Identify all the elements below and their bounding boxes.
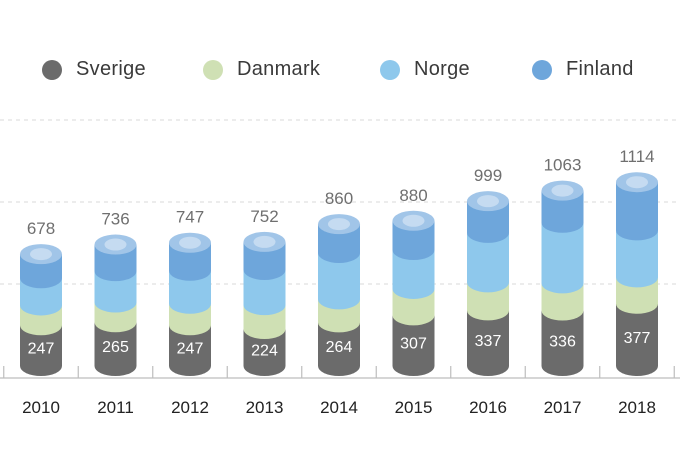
bar-segment-danmark-2017 [541, 283, 584, 321]
bar-segment-norge-2015 [392, 250, 435, 299]
legend-dot-danmark [203, 59, 223, 80]
bar-cap-highlight-2018 [626, 176, 648, 189]
bar-group-2013: 752 224 [243, 207, 286, 377]
bar-group-2010: 678 247 [20, 219, 62, 376]
x-tick-label-2011: 2011 [97, 398, 134, 417]
bar-cap-highlight-2012 [179, 236, 201, 249]
legend-item-sverige: Sverige [42, 58, 146, 81]
total-label-2013: 752 [250, 207, 278, 226]
total-label-2015: 880 [399, 186, 427, 205]
bar-segment-danmark-2018 [616, 277, 658, 314]
total-label-2014: 860 [325, 189, 353, 208]
bar-segment-norge-2012 [169, 270, 211, 314]
bar-group-2012: 747 247 [169, 208, 211, 376]
bar-segment-sverige-2018 [616, 303, 658, 376]
bar-segment-norge-2010 [20, 278, 62, 316]
bars: 678 247 736 265 747 247 752 224 860 264 880 307 999 3… [20, 147, 658, 377]
bar-segment-finland-2013 [243, 241, 286, 280]
bar-segment-norge-2018 [616, 230, 658, 288]
x-tick-label-2012: 2012 [171, 398, 209, 417]
value-label-sverige-2017: 336 [549, 333, 576, 350]
total-label-2016: 999 [474, 166, 502, 185]
x-tick-label-2018: 2018 [618, 398, 656, 417]
bar-segment-finland-2015 [392, 220, 435, 261]
x-tick-label-2016: 2016 [469, 398, 507, 417]
value-label-sverige-2011: 265 [102, 339, 129, 356]
bar-segment-finland-2016 [467, 201, 509, 243]
x-tick-label-2014: 2014 [320, 398, 358, 417]
bar-cap-highlight-2010 [30, 248, 52, 261]
legend-label-norge: Norge [414, 58, 470, 80]
bar-segment-sverige-2011 [94, 322, 137, 377]
bar-cap-highlight-2017 [551, 184, 574, 197]
bar-segment-sverige-2016 [467, 310, 509, 376]
bar-cap-highlight-2014 [328, 218, 350, 231]
total-label-2010: 678 [27, 219, 55, 238]
bar-segment-finland-2014 [318, 224, 360, 263]
bar-cap-highlight-2011 [104, 238, 127, 251]
bar-group-2018: 1114 377 [616, 147, 658, 376]
bar-segment-norge-2017 [541, 222, 584, 294]
legend-item-danmark: Danmark [203, 58, 320, 81]
bar-group-2011: 736 265 [94, 210, 137, 377]
total-label-2018: 1114 [619, 147, 654, 166]
bar-group-2017: 1063 336 [541, 156, 584, 377]
value-label-sverige-2018: 377 [624, 330, 651, 347]
value-label-sverige-2016: 337 [475, 333, 502, 350]
legend-dot-finland [532, 59, 552, 80]
legend-item-norge: Norge [380, 58, 470, 81]
bar-segment-finland-2018 [616, 182, 658, 241]
bar-segment-sverige-2017 [541, 310, 584, 377]
x-tick-label-2010: 2010 [22, 398, 60, 417]
legend-dot-norge [380, 59, 400, 80]
bar-segment-finland-2011 [94, 244, 137, 282]
value-label-sverige-2010: 247 [28, 341, 55, 358]
bar-segment-sverige-2012 [169, 325, 211, 376]
value-label-sverige-2014: 264 [326, 339, 353, 356]
bar-segment-sverige-2010 [20, 325, 62, 376]
bar-segment-norge-2014 [318, 252, 360, 310]
legend-label-danmark: Danmark [237, 58, 321, 80]
bar-segment-sverige-2015 [392, 315, 435, 377]
bar-segment-norge-2013 [243, 269, 286, 316]
total-label-2011: 736 [101, 210, 129, 229]
bar-group-2015: 880 307 [392, 186, 435, 377]
bar-group-2016: 999 337 [467, 166, 509, 376]
legend-dot-sverige [42, 59, 62, 80]
legend: Sverige Danmark Norge Finland [0, 58, 680, 92]
bar-cap-highlight-2016 [477, 195, 499, 208]
legend-label-sverige: Sverige [76, 58, 146, 80]
bar-segment-finland-2012 [169, 242, 211, 281]
value-label-sverige-2013: 224 [251, 343, 278, 360]
x-tick-label-2013: 2013 [246, 398, 284, 417]
legend-item-finland: Finland [532, 58, 634, 81]
x-axis: 2010 2011 2012 2013 2014 2015 2016 2017 2018 [0, 366, 680, 417]
bar-cap-highlight-2013 [253, 235, 276, 248]
value-label-sverige-2012: 247 [177, 341, 204, 358]
x-tick-label-2015: 2015 [395, 398, 433, 417]
bar-group-2014: 860 264 [318, 189, 360, 376]
bar-segment-sverige-2013 [243, 329, 286, 377]
total-label-2017: 1063 [544, 156, 582, 175]
bar-segment-danmark-2016 [467, 282, 509, 321]
value-label-sverige-2015: 307 [400, 336, 427, 353]
bar-segment-norge-2016 [467, 232, 509, 293]
x-tick-label-2017: 2017 [544, 398, 582, 417]
bar-segment-norge-2011 [94, 271, 137, 313]
legend-label-finland: Finland [566, 58, 634, 80]
bar-cap-highlight-2015 [402, 214, 425, 227]
bar-segment-finland-2017 [541, 190, 584, 233]
total-label-2012: 747 [176, 208, 204, 227]
bar-segment-danmark-2015 [392, 288, 435, 326]
bar-segment-sverige-2014 [318, 322, 360, 376]
